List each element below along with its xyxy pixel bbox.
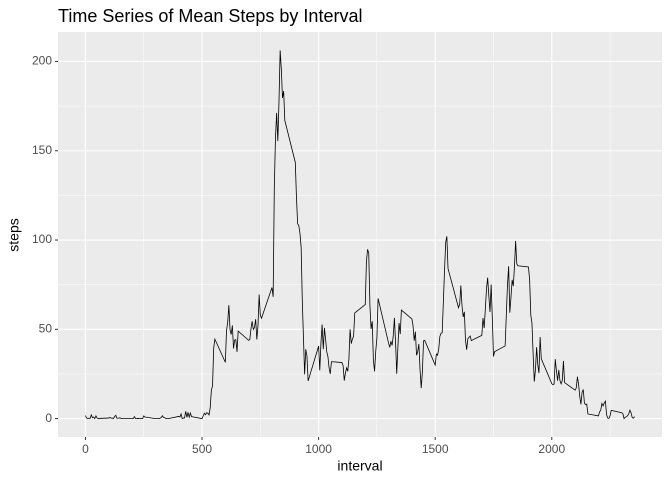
x-tick-label: 500 xyxy=(192,442,212,456)
y-tick-label: 0 xyxy=(45,411,52,425)
data-line xyxy=(85,50,635,420)
chart-title: Time Series of Mean Steps by Interval xyxy=(58,6,362,26)
plot-panel xyxy=(58,32,662,437)
x-tick-label: 0 xyxy=(82,442,89,456)
y-axis-label: steps xyxy=(6,218,22,251)
x-tick-label: 1000 xyxy=(305,442,332,456)
y-tick-label: 100 xyxy=(32,232,52,246)
y-tick-label: 200 xyxy=(32,54,52,68)
x-tick-label: 2000 xyxy=(538,442,565,456)
x-tick-label: 1500 xyxy=(422,442,449,456)
y-tick-label: 150 xyxy=(32,143,52,157)
x-axis-label: interval xyxy=(337,458,382,474)
y-tick-label: 50 xyxy=(39,321,53,335)
